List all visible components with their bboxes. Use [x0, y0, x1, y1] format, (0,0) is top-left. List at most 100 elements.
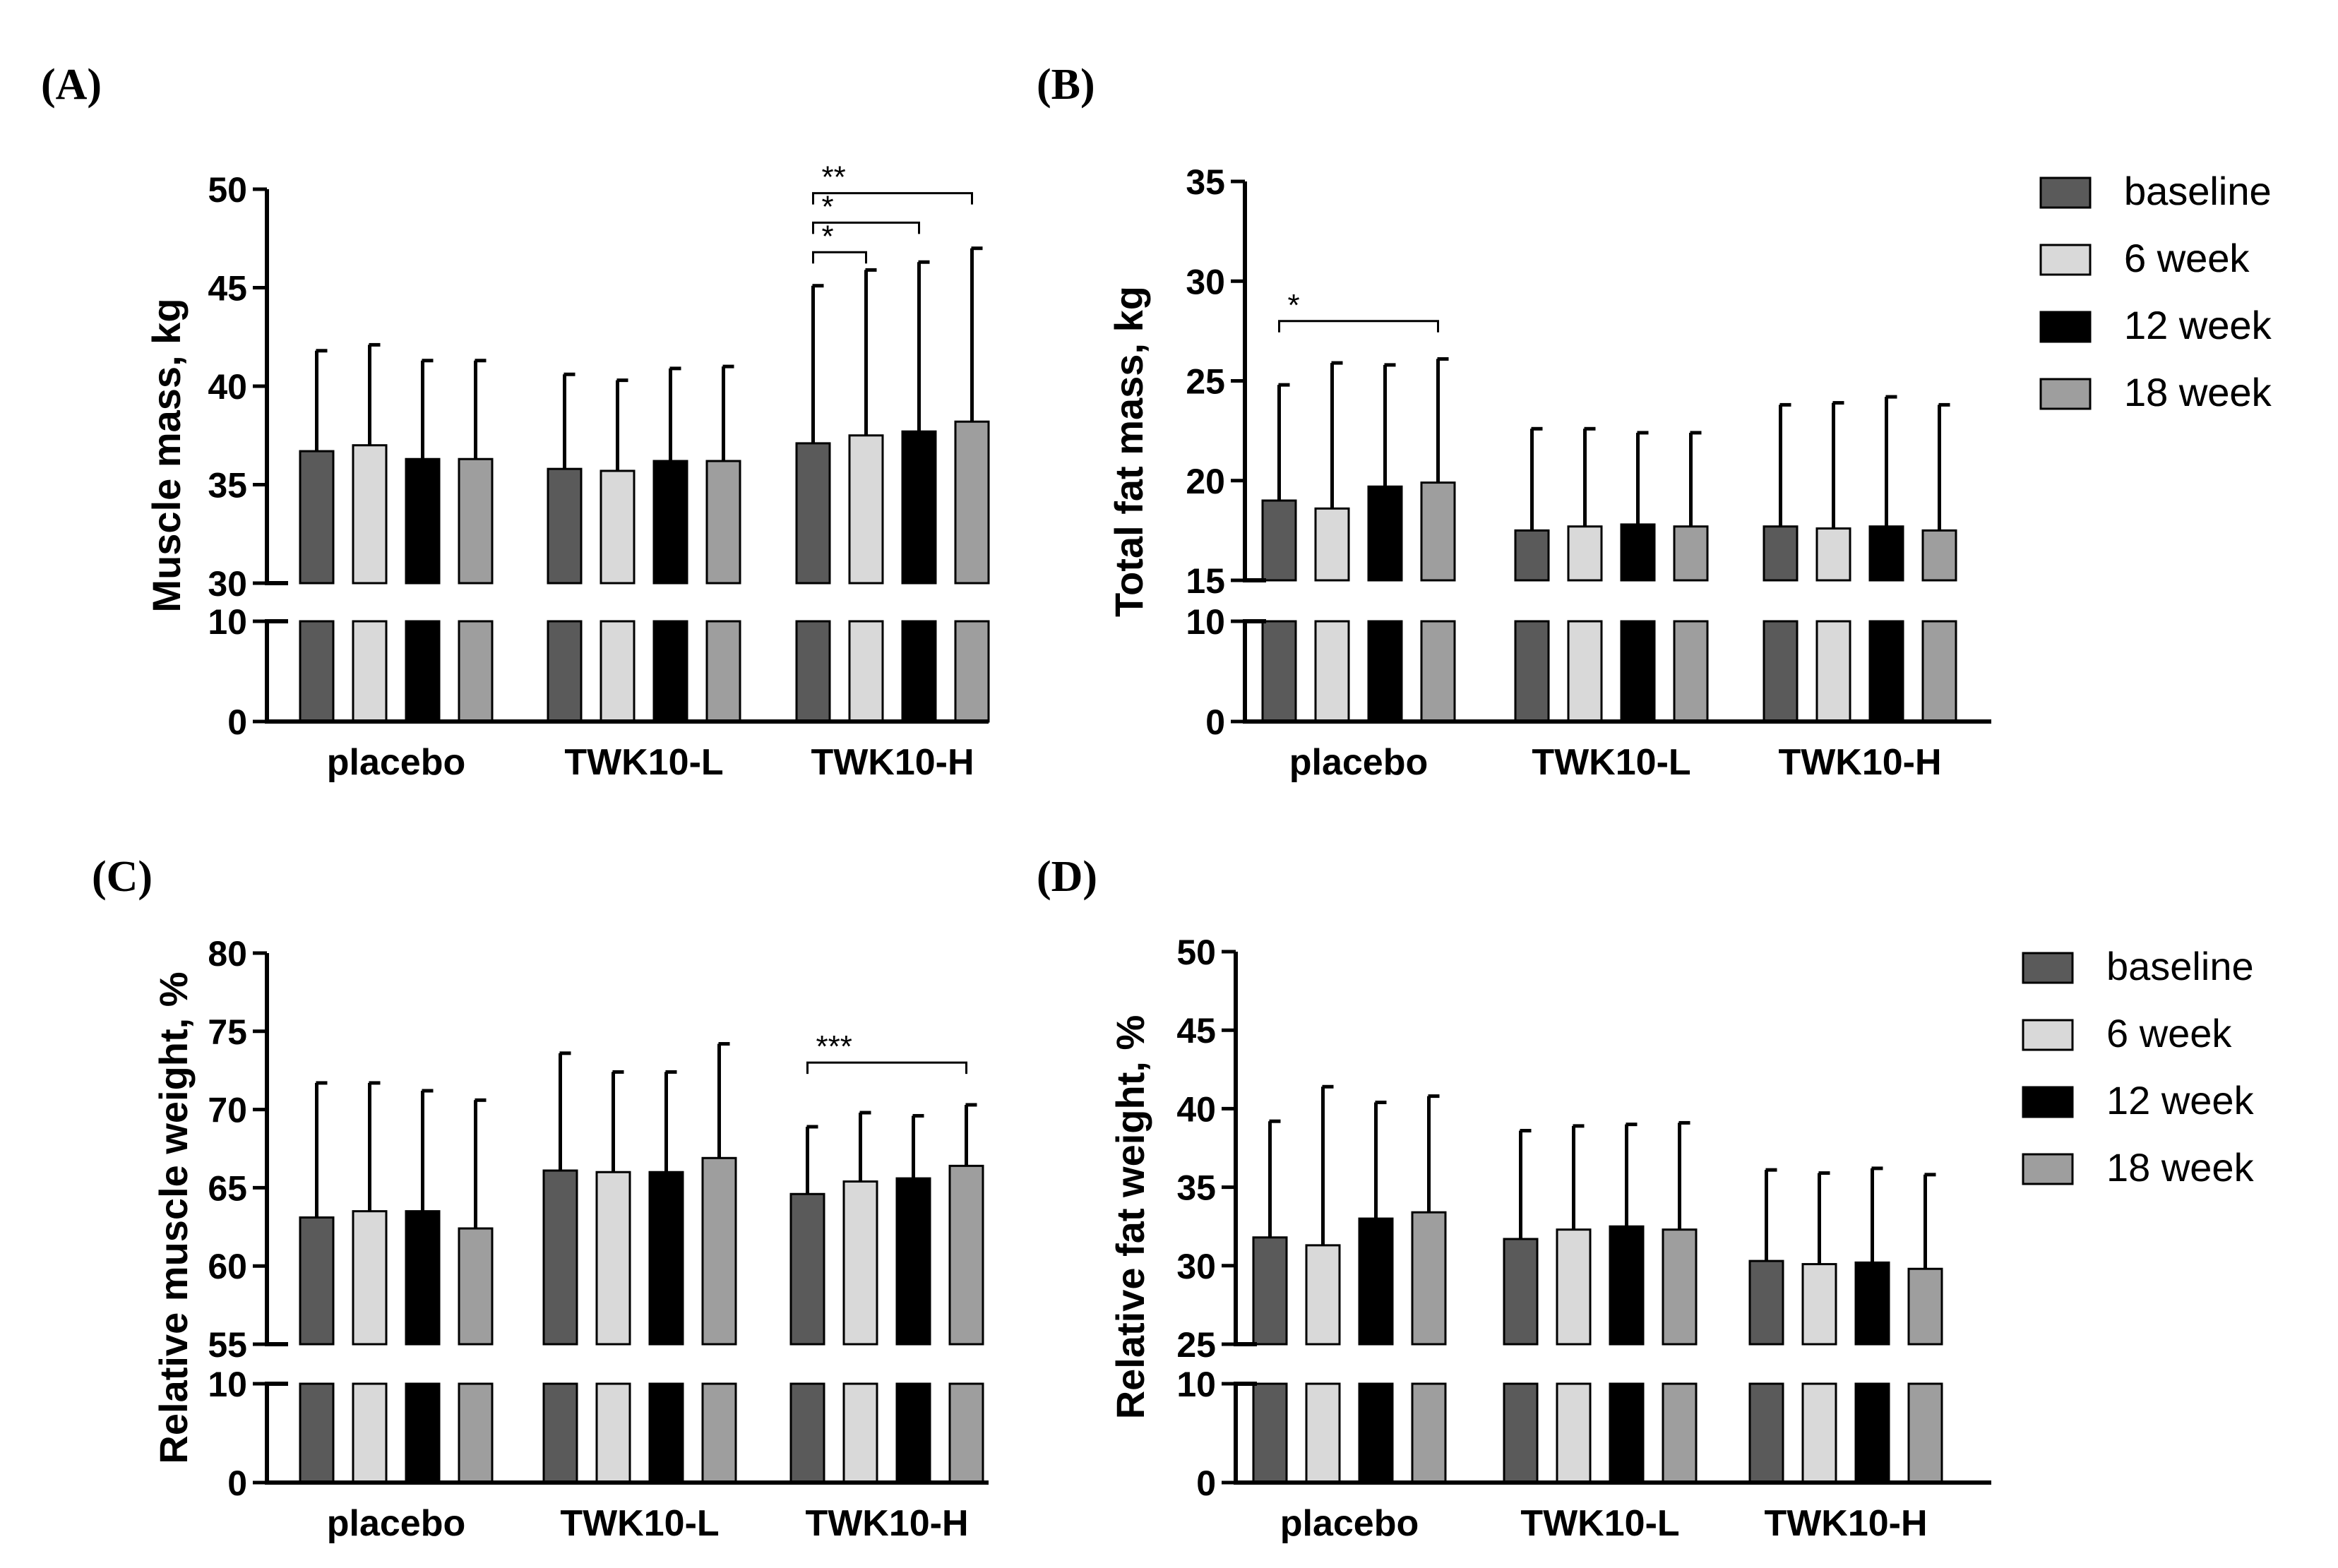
bar-lower-a-2-3 [954, 620, 990, 723]
bar-upper-a-1-0 [547, 467, 583, 585]
y-tick-label: 80 [208, 934, 247, 974]
y-tick-label: 55 [208, 1325, 247, 1365]
significance-bracket: ** [812, 160, 973, 205]
bar-upper-a-0-0 [299, 450, 335, 585]
bar-upper-c-0-2 [405, 1210, 441, 1346]
bar-upper-d-1-1 [1556, 1228, 1592, 1346]
bar-upper-a-1-3 [705, 460, 741, 585]
y-tick-label: 0 [1205, 702, 1225, 742]
bar-lower-a-1-3 [705, 620, 741, 723]
bar-upper-d-1-2 [1609, 1225, 1645, 1346]
bar-lower-a-2-1 [848, 620, 884, 723]
bar-lower-a-1-1 [600, 620, 636, 723]
legend-swatch [2039, 244, 2092, 276]
bar-upper-a-2-1 [848, 434, 884, 585]
bar-lower-a-0-3 [458, 620, 494, 723]
significance-line [806, 1061, 967, 1075]
bar-upper-a-0-1 [352, 444, 388, 585]
y-tick-label: 0 [227, 702, 247, 742]
significance-label: *** [816, 1029, 852, 1064]
bar-lower-d-0-0 [1252, 1382, 1288, 1484]
bar-upper-c-2-0 [789, 1192, 825, 1346]
legend-label: 18 week [2106, 1145, 2255, 1190]
bar-lower-b-1-3 [1673, 620, 1709, 723]
bar-upper-b-2-3 [1921, 529, 1957, 582]
y-tick-label: 45 [1176, 1011, 1216, 1051]
bar-upper-b-0-0 [1261, 499, 1297, 582]
bar-upper-d-0-1 [1305, 1244, 1341, 1346]
bar-upper-d-1-0 [1503, 1238, 1539, 1346]
legend-swatch [2022, 952, 2074, 984]
bar-upper-d-2-1 [1801, 1263, 1837, 1346]
y-tick-label: 50 [208, 170, 247, 210]
bar-lower-c-0-3 [458, 1382, 494, 1484]
bar-upper-a-2-2 [901, 430, 937, 585]
legend-swatch [2022, 1086, 2074, 1118]
bar-lower-b-0-1 [1314, 620, 1350, 723]
bar-lower-d-1-0 [1503, 1382, 1539, 1484]
legend-label: 18 week [2124, 370, 2272, 414]
significance-label: * [822, 189, 834, 224]
bar-upper-b-1-1 [1567, 525, 1603, 582]
bar-upper-c-1-0 [542, 1169, 578, 1346]
bar-upper-c-0-0 [299, 1216, 335, 1346]
bar-lower-b-1-2 [1620, 620, 1656, 723]
y-axis-label: Total fat mass, kg [1107, 286, 1151, 617]
legend-swatch [2039, 378, 2092, 410]
x-tick-label: TWK10-L [560, 1503, 719, 1544]
legend-label: 12 week [2124, 303, 2272, 347]
bar-lower-d-0-1 [1305, 1382, 1341, 1484]
x-tick-label: TWK10-H [1764, 1503, 1927, 1544]
bar-lower-a-0-0 [299, 620, 335, 723]
bar-upper-c-0-1 [352, 1210, 388, 1346]
bar-upper-b-2-0 [1763, 525, 1799, 582]
x-tick-label: placebo [327, 742, 466, 783]
y-axis-label: Relative fat weight, % [1108, 1015, 1152, 1420]
bar-lower-b-1-1 [1567, 620, 1603, 723]
bar-lower-b-2-1 [1815, 620, 1851, 723]
x-tick-label: TWK10-L [1532, 742, 1690, 783]
significance-label: * [1288, 288, 1300, 323]
legend-b: baseline 6 week 12 week 18 week [2039, 169, 2272, 414]
significance-label: * [822, 219, 834, 253]
y-tick-label: 15 [1186, 561, 1225, 601]
bar-upper-c-1-3 [701, 1156, 737, 1346]
bar-lower-b-0-2 [1367, 620, 1403, 723]
bar-lower-b-0-0 [1261, 620, 1297, 723]
bar-lower-c-2-0 [789, 1382, 825, 1484]
y-tick-label: 30 [1186, 262, 1225, 301]
significance-bracket: *** [806, 1029, 967, 1075]
bar-upper-a-2-0 [795, 442, 831, 585]
y-tick-label: 35 [1176, 1168, 1216, 1208]
legend-label: 12 week [2106, 1078, 2255, 1123]
legend-d: baseline 6 week 12 week 18 week [2022, 944, 2255, 1190]
legend-label: 6 week [2106, 1011, 2232, 1055]
legend-label: 6 week [2124, 236, 2250, 280]
significance-line [812, 221, 920, 234]
significance-bracket: * [1278, 288, 1439, 333]
bar-lower-d-1-2 [1609, 1382, 1645, 1484]
chart-panel-b: (B) Total fat mass, kg 15 20 25 30 35 0 10 placeb… [1037, 61, 1991, 783]
x-tick-label: placebo [1280, 1503, 1419, 1544]
bar-upper-d-1-3 [1662, 1228, 1698, 1346]
y-tick-label: 60 [208, 1247, 247, 1286]
bar-lower-a-0-1 [352, 620, 388, 723]
bar-upper-b-1-0 [1514, 529, 1550, 582]
bar-lower-d-2-1 [1801, 1382, 1837, 1484]
bar-lower-d-1-1 [1556, 1382, 1592, 1484]
y-tick-label: 25 [1176, 1325, 1216, 1365]
chart-panel-d: (D) Relative fat weight, % 25 30 35 40 45 50 0 10… [1037, 853, 1991, 1544]
y-tick-label: 70 [208, 1091, 247, 1130]
bar-upper-c-2-3 [948, 1164, 984, 1346]
bar-upper-d-2-2 [1854, 1261, 1890, 1346]
legend-label: 6 week [2124, 236, 2250, 280]
y-tick-label: 40 [1176, 1089, 1216, 1129]
bar-lower-c-0-0 [299, 1382, 335, 1484]
bar-upper-c-2-1 [842, 1180, 878, 1346]
bar-lower-c-1-0 [542, 1382, 578, 1484]
chart-panel-a: (A) Muscle mass, kg 30 35 40 45 50 0 10 placebo TW… [41, 61, 990, 783]
legend-label: baseline [2124, 169, 2272, 213]
chart-panel-c: (C) Relative muscle weight, % 55 60 65 70 75 80… [92, 853, 989, 1544]
y-tick-label: 25 [1186, 362, 1225, 402]
bar-upper-b-2-2 [1868, 525, 1904, 582]
